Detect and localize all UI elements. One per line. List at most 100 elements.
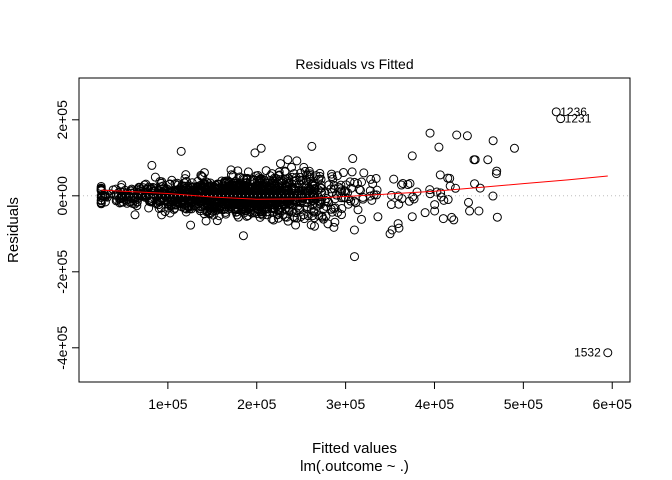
data-point (96, 184, 106, 194)
outlier-point (462, 131, 472, 141)
data-point (405, 178, 415, 188)
data-point (117, 191, 127, 201)
data-point (263, 183, 273, 193)
data-point (130, 199, 140, 209)
data-point (409, 194, 419, 204)
data-point (280, 204, 290, 214)
data-point (232, 185, 242, 195)
data-point (160, 195, 170, 205)
labeled-point (551, 107, 561, 117)
data-point (463, 197, 473, 207)
data-point (403, 180, 413, 190)
scatter-points (96, 128, 519, 262)
data-point (96, 191, 106, 201)
data-point (210, 199, 220, 209)
y-axis: -4e+05 -2e+05 0e+00 2e+05 (54, 100, 80, 370)
data-point (326, 204, 336, 214)
data-point (296, 191, 306, 201)
data-point (155, 177, 165, 187)
data-point (231, 204, 241, 214)
x-tick-label: 5e+05 (504, 396, 544, 412)
data-point (262, 210, 272, 220)
outlier-point (385, 229, 395, 239)
data-point (332, 171, 342, 181)
data-point (425, 185, 435, 195)
data-point (172, 186, 182, 196)
data-point (278, 176, 288, 186)
data-point (329, 180, 339, 190)
data-point (210, 203, 220, 213)
data-point (96, 198, 106, 208)
data-point (292, 156, 302, 166)
outlier-point (250, 148, 260, 158)
data-point (276, 159, 286, 169)
outlier-point (348, 154, 358, 164)
data-point (227, 186, 237, 196)
data-point (329, 222, 339, 232)
data-point (240, 206, 250, 216)
data-point (291, 220, 301, 230)
data-point (129, 194, 139, 204)
data-point (232, 198, 242, 208)
data-point (386, 200, 396, 210)
data-point (469, 155, 479, 165)
data-point (252, 192, 262, 202)
y-tick-label: 0e+00 (54, 176, 70, 216)
data-point (365, 191, 375, 201)
data-point (349, 225, 359, 235)
outlier-point (350, 252, 359, 262)
data-point (233, 212, 243, 222)
data-point (371, 173, 381, 183)
x-tick-label: 6e+05 (593, 396, 633, 412)
data-point (357, 177, 367, 187)
data-point (193, 176, 203, 186)
data-point (138, 190, 148, 200)
outlier-point (488, 136, 498, 146)
data-point (269, 178, 279, 188)
data-point (389, 174, 399, 184)
data-point (287, 172, 297, 182)
data-point (420, 208, 430, 218)
data-point (270, 199, 280, 209)
data-point (169, 192, 179, 202)
data-point (144, 194, 154, 204)
data-point (243, 196, 253, 206)
chart-title: Residuals vs Fitted (295, 56, 413, 72)
data-point (347, 167, 357, 177)
data-point (443, 195, 453, 205)
outlier-point (407, 151, 417, 161)
data-point (244, 183, 254, 193)
data-point (227, 179, 237, 189)
data-point (316, 196, 326, 206)
data-point (475, 183, 485, 193)
outlier-point (438, 214, 448, 224)
data-point (181, 170, 191, 180)
data-point (186, 220, 196, 230)
smooth-fit-line (101, 175, 608, 200)
data-point (358, 192, 368, 202)
data-point (247, 183, 257, 193)
data-point (226, 199, 236, 209)
data-point (314, 211, 324, 221)
outlier-point (407, 212, 417, 222)
data-point (115, 198, 125, 208)
data-point (106, 189, 116, 199)
data-point (488, 191, 498, 201)
data-point (445, 181, 455, 191)
outlier-point (307, 141, 317, 151)
point-label: 1231 (565, 112, 592, 126)
data-point (267, 169, 277, 179)
data-point (450, 183, 460, 193)
data-point (470, 179, 480, 189)
outlier-point (238, 231, 248, 241)
data-point (366, 174, 376, 184)
data-point (308, 192, 318, 202)
data-point (346, 196, 356, 206)
data-point (291, 173, 301, 183)
data-point (157, 210, 167, 220)
data-point (274, 167, 284, 177)
data-point (309, 206, 319, 216)
data-point (212, 202, 222, 212)
data-point (166, 197, 176, 207)
